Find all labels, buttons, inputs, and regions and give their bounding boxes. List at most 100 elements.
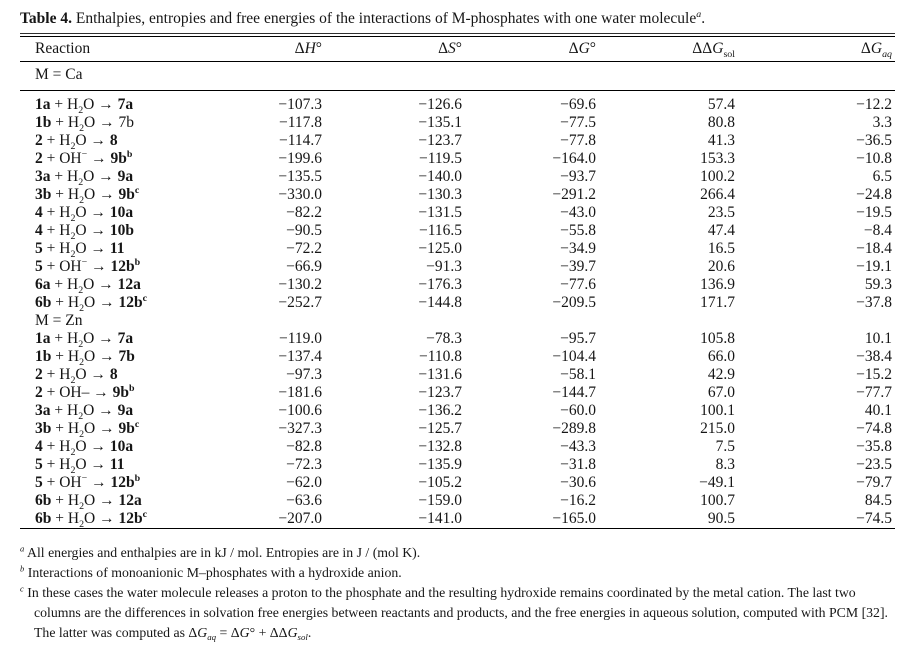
- value-cell: −135.5: [278, 168, 322, 185]
- reaction-cell: 3b + H2O → 9bc: [20, 419, 230, 440]
- value-cell: 67.0: [707, 384, 735, 401]
- text-segment: 3b: [35, 186, 52, 203]
- value-cell: 3.3: [872, 114, 892, 131]
- value-cell: −19.1: [856, 258, 892, 275]
- value-cell: −49.1: [699, 474, 735, 491]
- value-cell: −39.7: [560, 258, 596, 275]
- text-segment: In these cases the water molecule releas…: [27, 585, 888, 640]
- value-cell: 41.3: [707, 132, 735, 149]
- text-segment: 5: [35, 474, 43, 491]
- table-row: 5 + H2O → 11 −72.2 −125.0 −34.9 16.5 −18.4: [20, 240, 895, 259]
- value-cell: 47.4: [707, 222, 735, 239]
- section-row: M = Zn: [20, 312, 895, 330]
- text-segment: O →: [83, 330, 118, 347]
- value-cell: −43.3: [560, 438, 596, 455]
- value-cell: −176.3: [418, 276, 462, 293]
- value-cell: −91.3: [426, 258, 462, 275]
- value-cell: −37.8: [856, 294, 892, 311]
- text-segment: sol: [723, 48, 735, 60]
- value-cell: −10.8: [856, 150, 892, 167]
- text-segment: + H: [42, 366, 71, 383]
- footnotes: a All energies and enthalpies are in kJ …: [20, 543, 892, 643]
- reaction-cell: 5 + OH− → 12bb: [20, 472, 230, 492]
- value-cell: −95.7: [560, 330, 596, 347]
- value-cell: −82.8: [286, 438, 322, 455]
- value-cell: −77.8: [560, 132, 596, 149]
- text-segment: 9b: [112, 384, 130, 401]
- value-cell: −165.0: [552, 510, 596, 527]
- text-segment: Enthalpies, entropies and free energies …: [71, 10, 697, 27]
- value-cell: 215.0: [700, 420, 735, 437]
- text-segment: G: [287, 625, 298, 640]
- value-cell: −131.6: [418, 366, 462, 383]
- text-segment: O →: [83, 276, 118, 293]
- value-cell: −327.3: [278, 420, 322, 437]
- reaction-cell: 4 + H2O → 10a: [20, 438, 230, 457]
- text-segment: 12a: [117, 276, 141, 293]
- text-segment: + H: [50, 96, 79, 113]
- text-segment: −: [81, 472, 88, 484]
- text-segment: 2: [79, 122, 85, 134]
- text-segment: 2: [35, 132, 43, 149]
- table-row: 2 + H2O → 8 −114.7 −123.7 −77.8 41.3 −36.5: [20, 132, 895, 151]
- section-row: M = Ca: [20, 61, 895, 91]
- text-segment: 6a: [35, 276, 51, 293]
- footnote-marker: a: [20, 543, 25, 554]
- value-cell: −116.5: [418, 222, 462, 239]
- value-cell: −137.4: [278, 348, 322, 365]
- value-cell: −130.2: [278, 276, 322, 293]
- text-segment: 6b: [35, 510, 52, 527]
- value-cell: 100.1: [700, 402, 735, 419]
- value-cell: −12.2: [856, 96, 892, 113]
- value-cell: −159.0: [418, 492, 462, 509]
- text-segment: + OH– →: [42, 384, 113, 401]
- value-cell: −18.4: [856, 240, 892, 257]
- text-segment: + H: [42, 438, 71, 455]
- text-segment: aq: [207, 632, 217, 643]
- value-cell: −119.5: [418, 150, 462, 167]
- value-cell: −117.8: [278, 114, 322, 131]
- value-cell: −100.6: [278, 402, 322, 419]
- text-segment: 10a: [109, 438, 134, 455]
- text-segment: O →: [84, 510, 119, 527]
- footnote-b: b Interactions of monoanionic M–phosphat…: [20, 563, 892, 583]
- text-segment: + OH: [42, 150, 82, 167]
- text-segment: 1a: [35, 330, 51, 347]
- value-cell: −104.4: [552, 348, 596, 365]
- value-cell: −107.3: [278, 96, 322, 113]
- table-row: 6a + H2O → 12a −130.2 −176.3 −77.6 136.9 59.3: [20, 276, 895, 295]
- text-segment: 3b: [35, 420, 52, 437]
- text-segment: O →: [75, 438, 110, 455]
- text-segment: 3a: [35, 168, 51, 185]
- text-segment: + H: [42, 132, 71, 149]
- value-cell: 153.3: [700, 150, 735, 167]
- text-segment: O →: [84, 294, 119, 311]
- text-segment: 1b: [35, 348, 52, 365]
- text-segment: Δ: [438, 40, 449, 57]
- value-cell: 23.5: [707, 204, 735, 221]
- text-segment: 11: [109, 456, 125, 473]
- value-cell: −66.9: [286, 258, 322, 275]
- section-label: M = Ca: [20, 61, 895, 91]
- text-segment: O →: [75, 132, 110, 149]
- text-segment: 2: [79, 428, 85, 440]
- value-cell: 100.7: [700, 492, 735, 509]
- text-segment: + H: [51, 294, 80, 311]
- text-segment: 6b: [35, 492, 52, 509]
- value-cell: −123.7: [418, 132, 462, 149]
- text-segment: 2: [70, 212, 76, 224]
- text-segment: 2: [79, 500, 85, 512]
- text-segment: + H: [51, 186, 80, 203]
- text-segment: O →: [84, 420, 119, 437]
- reaction-cell: 2 + H2O → 8: [20, 366, 230, 385]
- text-segment: O →: [75, 240, 110, 257]
- table-row: 6b + H2O → 12bc −207.0 −141.0 −165.0 90.5 −74…: [20, 509, 895, 529]
- text-segment: c: [142, 292, 147, 304]
- text-segment: Δ: [860, 40, 871, 57]
- text-segment: ΔΔ: [692, 40, 713, 57]
- column-header-delta-g: ΔG°: [462, 37, 596, 62]
- table-row: 1b + H2O → 7b −117.8 −135.1 −77.5 80.8 3.3: [20, 114, 895, 134]
- table-row: 4 + H2O → 10a −82.8 −132.8 −43.3 7.5 −35.8: [20, 438, 895, 457]
- text-segment: 7a: [117, 96, 134, 113]
- text-segment: + OH: [42, 258, 82, 275]
